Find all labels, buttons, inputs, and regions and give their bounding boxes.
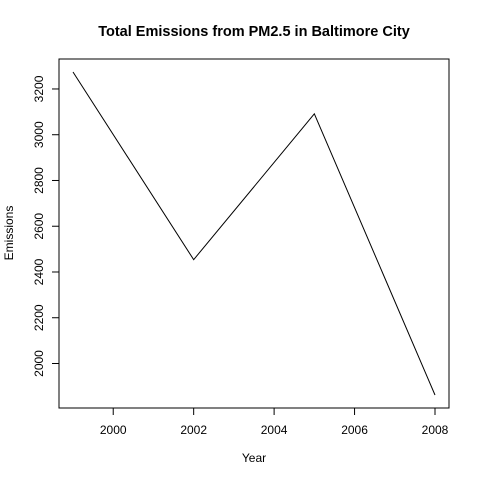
y-tick-label: 2000 xyxy=(32,350,46,377)
x-tick-label: 2008 xyxy=(422,423,449,437)
y-axis: 2000 2200 2400 2600 2800 3000 3200 xyxy=(32,75,60,377)
series-layer xyxy=(72,71,436,396)
y-tick-label: 2800 xyxy=(32,167,46,194)
x-axis-label: Year xyxy=(242,451,266,465)
x-axis: 2000 2002 2004 2006 2008 xyxy=(100,407,449,437)
x-tick-label: 2002 xyxy=(180,423,207,437)
y-tick-label: 2200 xyxy=(32,304,46,331)
y-tick-label: 2400 xyxy=(32,258,46,285)
y-tick-label: 2600 xyxy=(32,213,46,240)
y-tick-label: 3000 xyxy=(32,121,46,148)
x-tick-label: 2004 xyxy=(261,423,288,437)
x-tick-label: 2006 xyxy=(341,423,368,437)
chart-title: Total Emissions from PM2.5 in Baltimore … xyxy=(98,24,410,40)
y-tick-label: 3200 xyxy=(32,75,46,102)
plot-frame xyxy=(58,58,450,409)
y-axis-label: Emissions xyxy=(2,206,16,261)
series-line xyxy=(72,71,436,396)
x-tick-label: 2000 xyxy=(100,423,127,437)
